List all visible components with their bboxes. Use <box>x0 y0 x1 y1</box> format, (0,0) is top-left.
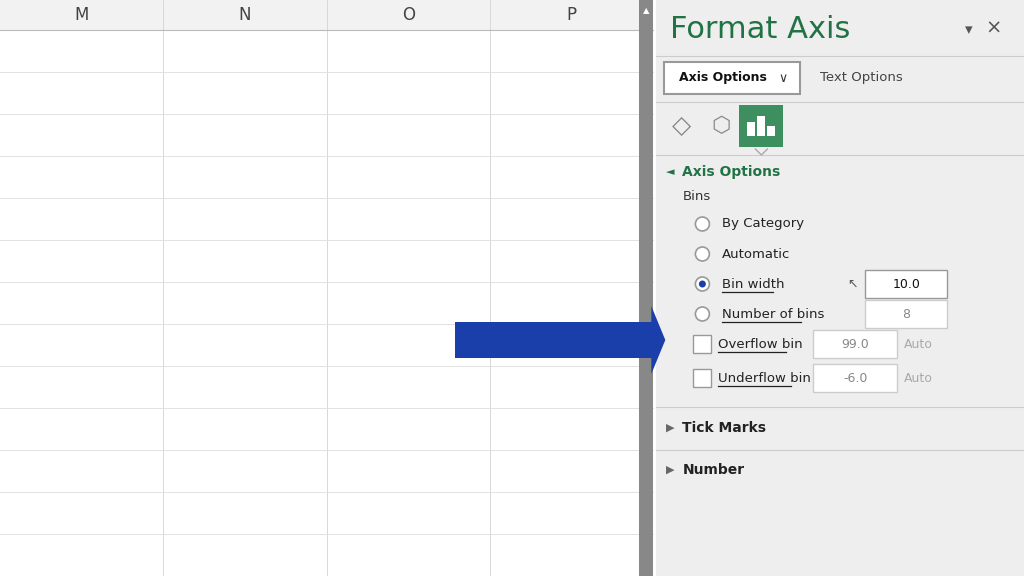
FancyBboxPatch shape <box>693 369 712 387</box>
Text: Auto: Auto <box>904 338 933 351</box>
Text: Bin width: Bin width <box>722 278 784 290</box>
FancyBboxPatch shape <box>865 300 947 328</box>
Bar <box>748 122 756 136</box>
Text: Tick Marks: Tick Marks <box>682 421 766 435</box>
FancyBboxPatch shape <box>813 364 897 392</box>
Text: Axis Options: Axis Options <box>682 165 780 179</box>
Bar <box>0 0 653 30</box>
Text: Underflow bin: Underflow bin <box>719 372 811 385</box>
Bar <box>656 0 1024 576</box>
Text: N: N <box>239 6 251 24</box>
Text: M: M <box>75 6 89 24</box>
FancyBboxPatch shape <box>739 105 783 147</box>
Text: ◄: ◄ <box>667 167 675 177</box>
Text: Number of bins: Number of bins <box>722 308 824 320</box>
Text: -6.0: -6.0 <box>843 372 867 385</box>
Text: Overflow bin: Overflow bin <box>719 338 803 351</box>
Circle shape <box>695 217 710 231</box>
Text: P: P <box>566 6 577 24</box>
Text: ⬡: ⬡ <box>712 116 731 136</box>
Text: ×: × <box>986 18 1002 37</box>
Circle shape <box>695 247 710 261</box>
Polygon shape <box>455 306 666 374</box>
Circle shape <box>699 281 706 287</box>
Bar <box>767 126 775 136</box>
Text: Auto: Auto <box>904 372 933 385</box>
Text: Bins: Bins <box>682 191 711 203</box>
Bar <box>758 116 765 136</box>
Circle shape <box>695 307 710 321</box>
Text: By Category: By Category <box>722 218 805 230</box>
Text: Format Axis: Format Axis <box>671 16 851 44</box>
FancyBboxPatch shape <box>865 270 947 298</box>
Text: ◇: ◇ <box>672 114 691 138</box>
Text: ∨: ∨ <box>778 71 787 85</box>
Text: Number: Number <box>682 463 744 477</box>
Text: ▶: ▶ <box>667 465 675 475</box>
Text: 10.0: 10.0 <box>893 278 921 290</box>
Text: Automatic: Automatic <box>722 248 791 260</box>
Text: ▶: ▶ <box>667 423 675 433</box>
Text: Axis Options: Axis Options <box>679 71 767 85</box>
Bar <box>0 0 653 576</box>
Text: ▲: ▲ <box>643 6 649 15</box>
FancyBboxPatch shape <box>813 330 897 358</box>
Text: 99.0: 99.0 <box>842 338 869 351</box>
Text: 8: 8 <box>902 308 910 320</box>
Text: O: O <box>401 6 415 24</box>
FancyBboxPatch shape <box>665 62 801 94</box>
Circle shape <box>695 277 710 291</box>
Text: ▾: ▾ <box>966 22 973 37</box>
Bar <box>639 0 653 576</box>
FancyBboxPatch shape <box>693 335 712 353</box>
Text: Text Options: Text Options <box>820 71 903 85</box>
Text: ↖: ↖ <box>847 278 858 290</box>
